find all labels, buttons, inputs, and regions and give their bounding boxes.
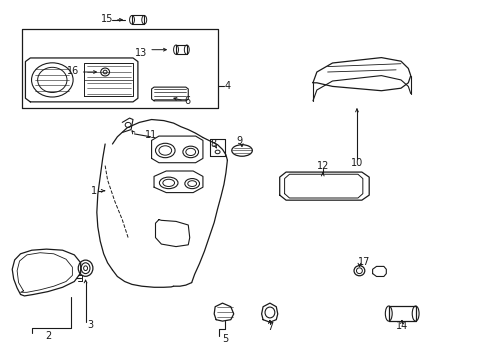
Text: 5: 5 — [222, 334, 227, 344]
Text: 9: 9 — [236, 136, 242, 146]
Text: 14: 14 — [395, 321, 407, 331]
Text: 7: 7 — [266, 322, 272, 332]
Text: 12: 12 — [316, 161, 328, 171]
Text: 13: 13 — [135, 48, 147, 58]
Text: 16: 16 — [67, 66, 79, 76]
Text: 2: 2 — [45, 330, 51, 341]
Text: 6: 6 — [184, 96, 191, 106]
Text: 10: 10 — [350, 158, 363, 168]
Text: 17: 17 — [357, 257, 370, 267]
Text: 11: 11 — [144, 130, 157, 140]
Text: 15: 15 — [101, 14, 113, 24]
Text: 4: 4 — [224, 81, 231, 91]
Text: 1: 1 — [90, 186, 97, 196]
Text: 8: 8 — [210, 139, 216, 149]
Text: 3: 3 — [87, 320, 93, 330]
